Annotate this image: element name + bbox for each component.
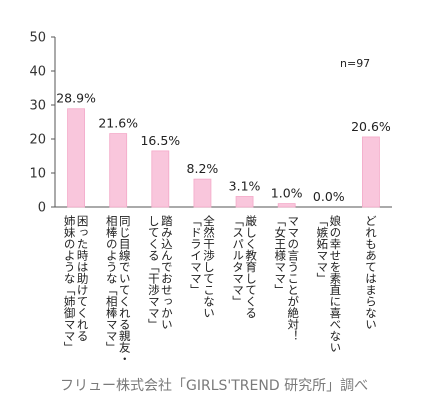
- bar-value-label: 21.6%: [98, 116, 138, 131]
- category-label: 姉妹のような「姉御ママ」: [63, 214, 77, 353]
- category-label: 「嫉妬ママ」: [315, 215, 329, 284]
- category-label: ママの言うことが絶対！: [286, 215, 300, 342]
- bar-value-label: 3.1%: [229, 178, 261, 193]
- bar: [277, 203, 296, 208]
- bar: [362, 136, 380, 208]
- y-tick-label: 10: [29, 167, 46, 182]
- bar: [109, 133, 128, 208]
- bar-chart: 0 10 20 30 40 50 28.9% 困った時は助けてくれる姉妹のような「姉御ママ」…: [29, 31, 392, 365]
- bar-value-label: 16.5%: [140, 133, 180, 148]
- category-label: 困った時は助けてくれる: [76, 215, 90, 342]
- bar-value-label: 20.6%: [351, 119, 391, 134]
- bar: [151, 150, 170, 208]
- y-tick-label: 0: [38, 201, 46, 216]
- bar: [67, 108, 85, 208]
- category-label: 踏み込んでおせっかい: [160, 214, 174, 330]
- category-label: 「女王様ママ」: [273, 215, 287, 296]
- category-label: 娘の幸せを素直に喜べない: [328, 214, 342, 353]
- bar: [235, 196, 254, 208]
- category-label: どれもあてはまらない: [364, 215, 378, 330]
- category-label: 全然干渉してこない: [202, 214, 216, 318]
- sample-size-label: n=97: [340, 57, 370, 70]
- category-label: してくる「干渉ママ」: [147, 215, 161, 330]
- bar-value-label: 1.0%: [271, 186, 303, 201]
- category-label: 厳しく教育してくる: [244, 214, 258, 318]
- bar-value-label: 8.2%: [187, 161, 219, 176]
- y-tick-label: 20: [29, 133, 46, 148]
- y-tick-label: 30: [29, 99, 46, 114]
- source-credit: フリュー株式会社「GIRLS'TREND 研究所」調べ: [60, 378, 369, 394]
- bar: [193, 178, 212, 208]
- chart-bars: [67, 108, 380, 208]
- bar-value-label: 0.0%: [313, 189, 345, 204]
- category-label: 同じ目線でいてくれる親友・: [118, 215, 132, 365]
- category-label: 「ドライママ」: [189, 215, 203, 296]
- bar-value-label: 28.9%: [56, 91, 96, 106]
- category-label: 相棒のような「相棒ママ」: [105, 215, 119, 353]
- y-tick-label: 50: [29, 31, 46, 46]
- chart-axes: 0 10 20 30 40 50: [29, 31, 392, 216]
- y-tick-label: 40: [29, 65, 46, 80]
- category-label: 「スパルタママ」: [231, 215, 245, 307]
